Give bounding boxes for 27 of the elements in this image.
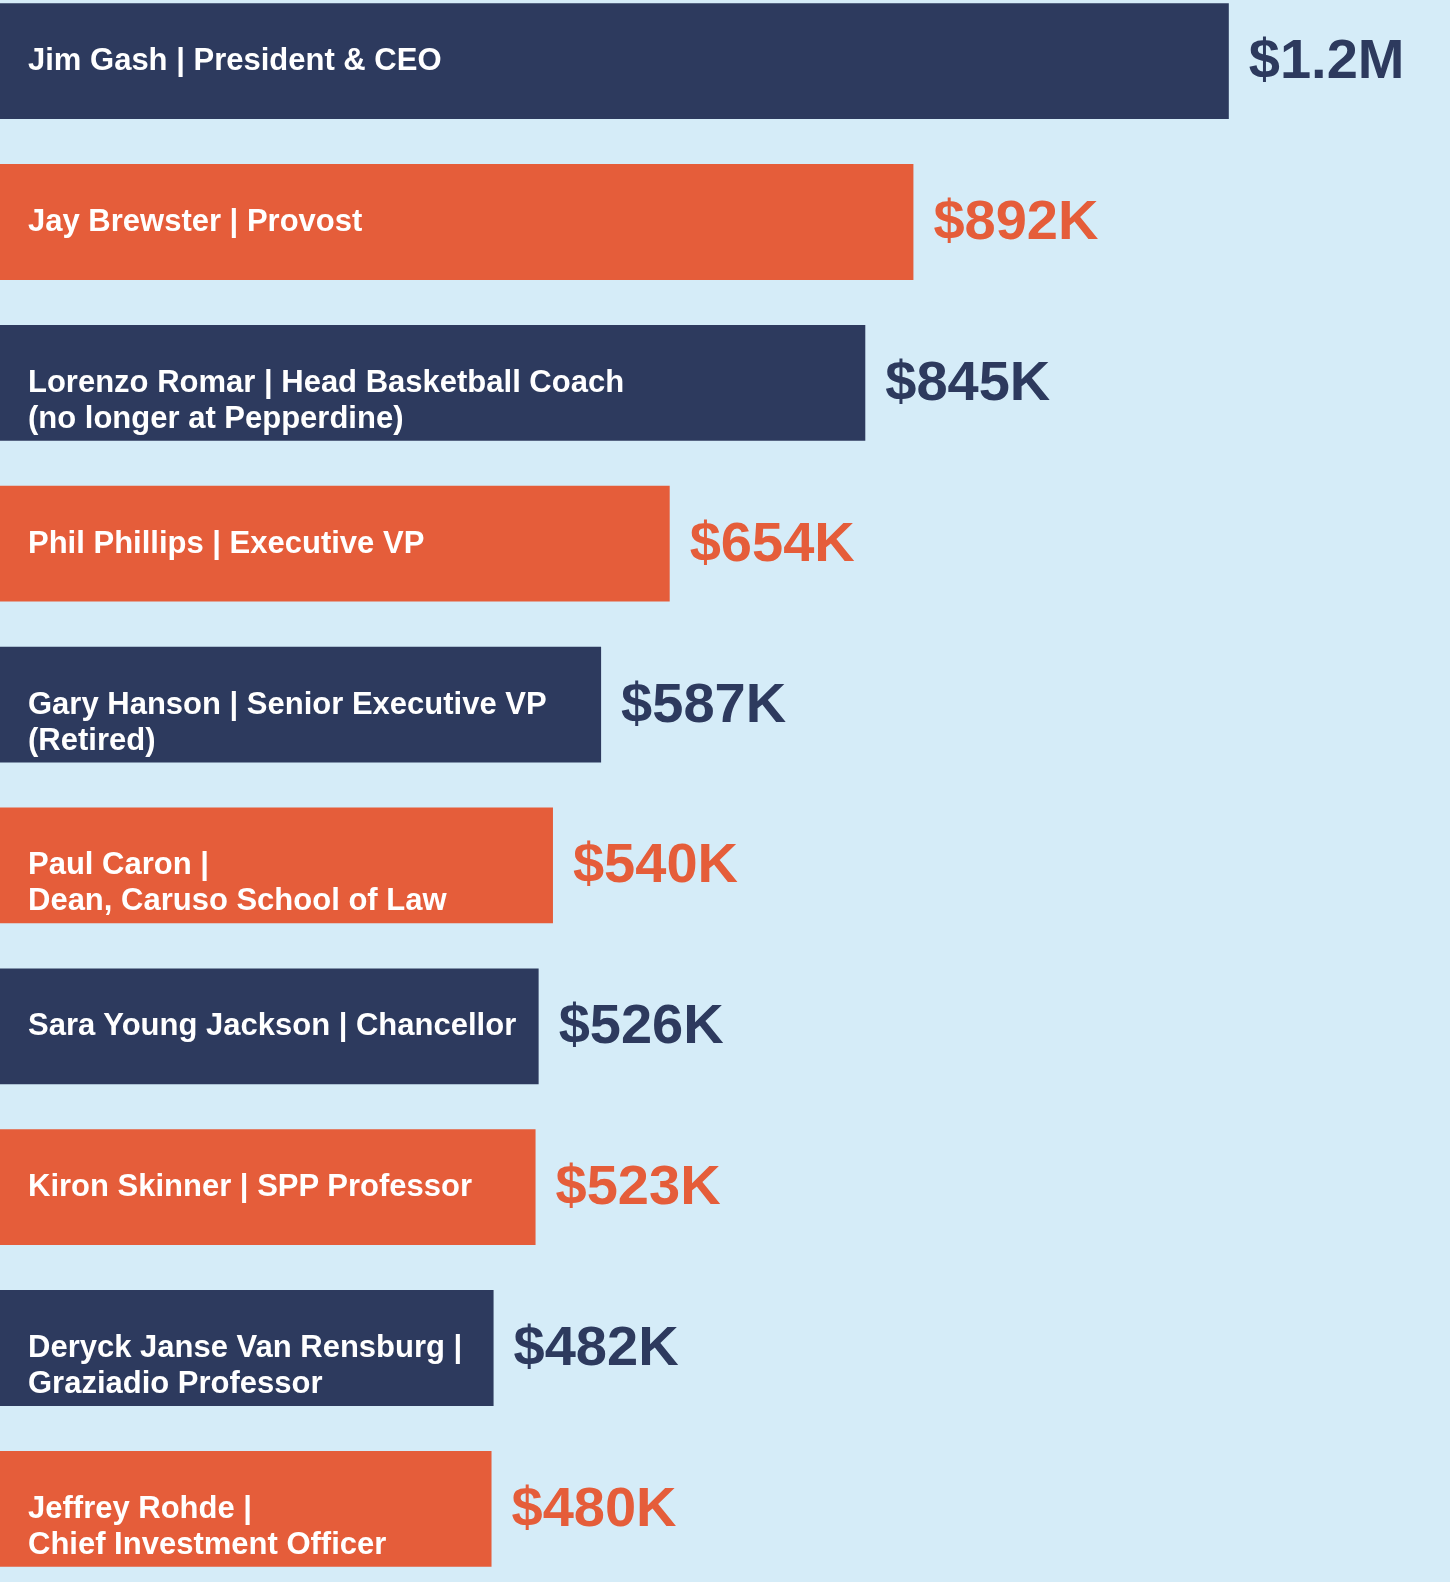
bar: [0, 807, 553, 924]
data-label: $540K: [572, 831, 738, 895]
data-label: $523K: [555, 1153, 721, 1217]
y-tick-label: Deryck Janse Van Rensburg | Graziadio Professor: [28, 1329, 463, 1401]
bar: [0, 485, 670, 602]
bar: [0, 1129, 536, 1246]
data-label: $892K: [933, 187, 1099, 251]
bar: [0, 968, 539, 1085]
y-tick-label: Lorenzo Romar | Head Basketball Coach (no longer at Pepperdine): [28, 363, 625, 435]
data-label: $654K: [689, 509, 855, 573]
y-tick-label: Paul Caron | Dean, Caruso School of Law: [28, 846, 448, 918]
y-tick-label: Jim Gash | President & CEO: [28, 42, 442, 78]
y-tick-label: Sara Young Jackson | Chancellor: [28, 1007, 517, 1043]
y-tick-label: Kiron Skinner | SPP Professor: [28, 1168, 472, 1204]
data-label: $480K: [511, 1474, 677, 1538]
data-label: $845K: [885, 348, 1051, 412]
data-label: $1.2M: [1248, 27, 1405, 91]
bar: [0, 324, 866, 441]
y-tick-label: Gary Hanson | Senior Executive VP (Retired): [28, 685, 547, 757]
bar: [0, 164, 914, 280]
y-tick-label: Jay Brewster | Provost: [28, 202, 363, 238]
data-label: $482K: [513, 1314, 679, 1378]
data-label: $526K: [558, 992, 724, 1056]
bar: [0, 3, 1229, 120]
data-label: $587K: [621, 670, 787, 734]
y-tick-label: Phil Phillips | Executive VP: [28, 524, 425, 560]
y-tick-label: Jeffrey Rohde | Chief Investment Officer: [28, 1489, 387, 1561]
